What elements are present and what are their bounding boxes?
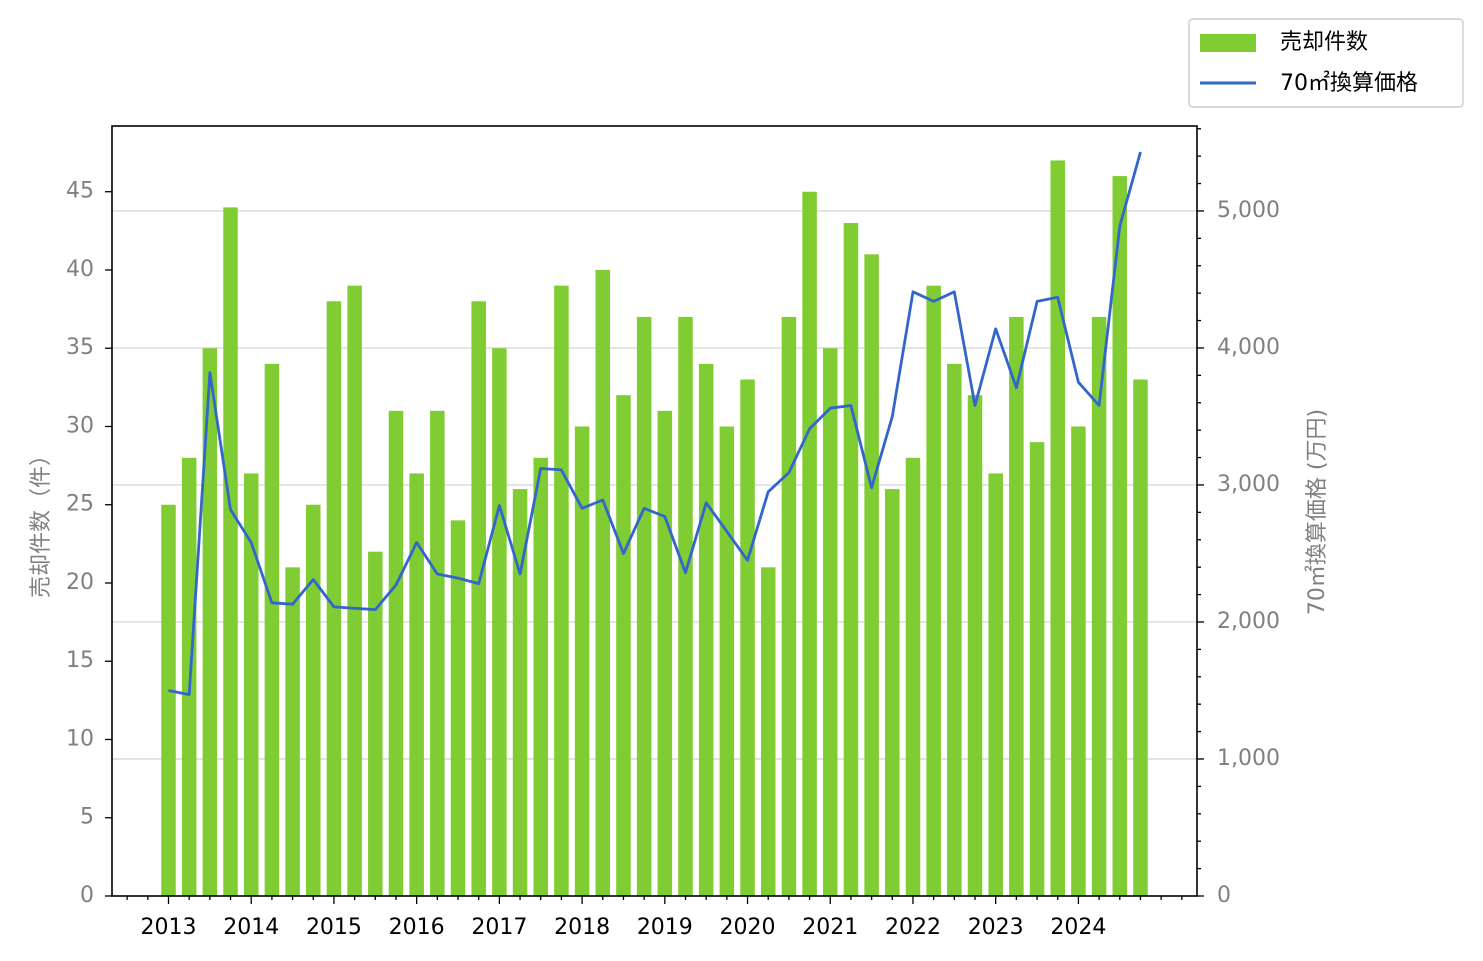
- bar: [243, 473, 259, 896]
- right-tick-label: 5,000: [1217, 198, 1280, 223]
- bar: [450, 520, 466, 896]
- bar: [368, 551, 383, 896]
- bar: [306, 504, 321, 896]
- bar: [326, 301, 342, 896]
- right-tick-label: 4,000: [1217, 335, 1280, 360]
- bar: [657, 410, 673, 896]
- left-tick-label: 0: [80, 883, 94, 908]
- legend-box: [1188, 18, 1464, 108]
- bar: [823, 348, 838, 896]
- bar: [471, 301, 486, 896]
- x-tick-label: 2018: [554, 915, 610, 940]
- left-tick-label: 10: [66, 726, 94, 751]
- x-tick-label: 2015: [306, 915, 362, 940]
- bar: [905, 457, 921, 896]
- x-axis: 2013 2014 2015 2016 2017 2018 2019 2020 2021 2022…: [126, 896, 1183, 940]
- bar: [554, 285, 569, 896]
- bar: [388, 410, 404, 896]
- bar: [864, 254, 879, 897]
- right-tick-label: 2,000: [1217, 609, 1280, 634]
- bar: [698, 363, 714, 896]
- bar: [285, 567, 300, 896]
- right-axis: 0 1,000 2,000 3,000 4,000 5,000: [1197, 128, 1280, 908]
- left-tick-label: 40: [66, 257, 94, 282]
- bar: [223, 207, 238, 897]
- bar: [802, 191, 817, 897]
- bar: [533, 457, 548, 896]
- bar: [595, 269, 611, 896]
- x-tick-label: 2019: [637, 915, 693, 940]
- x-tick-label: 2023: [968, 915, 1024, 940]
- bar: [843, 223, 859, 896]
- right-tick-label: 3,000: [1217, 472, 1280, 497]
- left-tick-label: 5: [80, 805, 94, 830]
- x-tick-label: 2017: [471, 915, 527, 940]
- left-axis: 0 5 10 15 20 25 30 35 40 45: [66, 179, 112, 908]
- bar: [885, 489, 900, 896]
- bar: [1071, 426, 1086, 896]
- right-tick-label: 0: [1217, 883, 1231, 908]
- bar: [781, 316, 797, 897]
- right-axis-label: 70㎡換算価格 (万円): [1304, 409, 1330, 615]
- price-line: [168, 151, 1142, 696]
- x-tick-label: 2022: [885, 915, 941, 940]
- x-tick-label: 2014: [223, 915, 279, 940]
- bar: [347, 285, 362, 896]
- bar: [512, 489, 528, 896]
- bar: [492, 348, 507, 896]
- bar: [1091, 316, 1107, 897]
- legend: 売却件数 70㎡換算価格: [1188, 18, 1464, 108]
- bar: [678, 316, 693, 897]
- left-tick-label: 25: [66, 492, 94, 517]
- bar: [161, 504, 176, 896]
- bar: [1112, 176, 1128, 896]
- bar: [719, 426, 735, 896]
- left-tick-label: 30: [66, 413, 94, 438]
- bar: [740, 379, 755, 896]
- bar: [1133, 379, 1148, 896]
- legend-swatch-bar: [1200, 34, 1256, 52]
- left-tick-label: 15: [66, 648, 94, 673]
- bar: [947, 363, 962, 896]
- bar: [636, 316, 652, 897]
- legend-label-bar: 売却件数: [1280, 30, 1368, 55]
- bar: [967, 395, 983, 896]
- bar: [1009, 316, 1024, 897]
- bar: [202, 348, 218, 896]
- bar: [988, 473, 1003, 896]
- bar: [264, 363, 280, 896]
- left-tick-label: 20: [66, 570, 94, 595]
- x-tick-label: 2020: [720, 915, 776, 940]
- x-tick-label: 2021: [802, 915, 858, 940]
- bar: [616, 395, 631, 896]
- bar: [1029, 442, 1045, 896]
- left-axis-label: 売却件数（件）: [29, 444, 54, 598]
- plot-frame: [111, 125, 1198, 897]
- legend-label-line: 70㎡換算価格: [1280, 70, 1418, 96]
- right-tick-label: 1,000: [1217, 746, 1280, 771]
- line-group: [168, 151, 1142, 696]
- bar: [409, 473, 424, 896]
- x-tick-label: 2013: [141, 915, 197, 940]
- left-tick-label: 35: [66, 335, 94, 360]
- bar: [760, 567, 776, 896]
- x-tick-label: 2016: [389, 915, 445, 940]
- x-tick-label: 2024: [1050, 915, 1106, 940]
- bar: [926, 285, 941, 896]
- bar: [1050, 160, 1065, 896]
- left-tick-label: 45: [66, 179, 94, 204]
- bar: [430, 410, 445, 896]
- bar: [574, 426, 590, 896]
- bars-group: [161, 160, 1148, 897]
